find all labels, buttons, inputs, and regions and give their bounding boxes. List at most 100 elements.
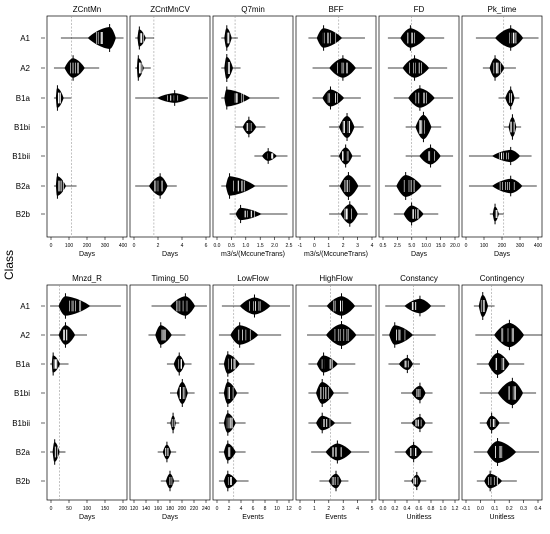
class-label-b2b: B2b xyxy=(16,477,31,486)
panel-q7min: Q7min 0.0 0.5 1.0 1.5 2.0 2.5m3/s/(MccuneTrans… xyxy=(212,5,294,258)
x-axis-label: Unitless xyxy=(490,514,515,521)
panel-title: Contingency xyxy=(480,274,524,283)
bean-a1 xyxy=(170,296,196,316)
bean-b1bi xyxy=(223,382,238,404)
bean-b1a xyxy=(408,88,435,108)
x-tick-label: 0 xyxy=(299,506,302,512)
bean-b2b xyxy=(340,204,358,224)
x-tick-label: 0.0 xyxy=(214,243,221,249)
x-tick-label: 2 xyxy=(228,506,231,512)
bean-b1bii xyxy=(491,149,521,163)
panel-frame xyxy=(212,15,294,238)
bean-b2a xyxy=(325,443,352,461)
class-label-a1: A1 xyxy=(20,34,30,43)
x-tick-label: 0.0 xyxy=(380,506,387,512)
x-tick-label: 20.0 xyxy=(450,243,460,249)
x-axis-label: Days xyxy=(162,514,178,521)
x-tick-label: 0.6 xyxy=(416,506,423,512)
bean-a2 xyxy=(230,325,259,345)
x-tick-label: 0 xyxy=(216,506,219,512)
x-tick-label: 0.8 xyxy=(428,506,435,512)
panel-title: Timing_50 xyxy=(151,274,189,283)
panel-lowflow: LowFlow 0 2 4 6 8 10 12 Events xyxy=(212,274,294,521)
x-tick-label: 5 xyxy=(371,506,374,512)
class-label-b2a: B2a xyxy=(16,448,31,457)
panel-frame xyxy=(461,284,543,501)
x-tick-label: 0.2 xyxy=(506,506,513,512)
bean-b1bi xyxy=(316,382,334,404)
x-tick-label: 0.0 xyxy=(477,506,484,512)
x-tick-label: 300 xyxy=(516,243,525,249)
x-tick-label: 0 xyxy=(50,506,53,512)
class-label-b2a: B2a xyxy=(16,182,31,191)
panel-fd: FD 0.5 2.5 5.0 10.0 15.0 20.0 Days xyxy=(378,5,460,258)
panel-frame xyxy=(129,284,211,501)
x-tick-label: 300 xyxy=(101,243,110,249)
panel-timing_50: Timing_50 120 140 160 180 200 220 240 Days xyxy=(129,274,211,521)
x-axis-label: Days xyxy=(79,514,95,521)
panel-title: FD xyxy=(414,5,425,14)
x-axis-label: Events xyxy=(242,514,264,521)
x-tick-label: 2 xyxy=(327,506,330,512)
class-label-a2: A2 xyxy=(20,331,30,340)
panel-constancy: Constancy 0.0 0.2 0.4 0.6 0.8 1.0 1.2 Unitless xyxy=(378,274,460,521)
x-tick-label: 400 xyxy=(534,243,543,249)
x-axis-label: Days xyxy=(162,251,178,258)
x-tick-label: 50 xyxy=(66,506,72,512)
panel-title: BFF xyxy=(328,5,343,14)
bean-b1a xyxy=(156,93,190,103)
x-tick-label: 400 xyxy=(119,243,128,249)
panel-title: HighFlow xyxy=(319,274,353,283)
x-tick-label: 10.0 xyxy=(421,243,431,249)
x-tick-label: 4 xyxy=(356,506,359,512)
x-tick-label: 15.0 xyxy=(436,243,446,249)
x-axis-label: Events xyxy=(325,514,347,521)
class-label-b1bii: B1bii xyxy=(12,152,30,161)
panel-title: LowFlow xyxy=(237,274,269,283)
panel-mnzd_r: Mnzd_R 0 50 100 150 200 Days xyxy=(46,274,127,521)
x-tick-label: 4 xyxy=(181,243,184,249)
panel-pk_time: Pk_time 0 100 200 300 400 Days xyxy=(461,5,543,258)
x-axis-label: Unitless xyxy=(407,514,432,521)
x-tick-label: 0.5 xyxy=(228,243,235,249)
x-tick-label: 0.4 xyxy=(404,506,411,512)
bean-b1a xyxy=(322,89,345,107)
panel-frame xyxy=(295,15,377,238)
x-tick-label: 0.2 xyxy=(392,506,399,512)
x-axis-label: m3/s/(MccuneTrans) xyxy=(221,251,285,258)
x-tick-label: 160 xyxy=(154,506,163,512)
x-axis-label: Days xyxy=(79,251,95,258)
x-tick-label: 1 xyxy=(327,243,330,249)
panel-highflow: HighFlow 0 1 2 3 4 5 Events xyxy=(295,274,377,521)
x-tick-label: 12 xyxy=(286,506,292,512)
panel-bff: BFF -1 0 1 2 3 4m3/s/(MccuneTrans) xyxy=(295,5,377,258)
x-tick-label: 200 xyxy=(498,243,507,249)
x-axis-label: Days xyxy=(411,251,427,258)
bean-b1bii xyxy=(486,415,500,431)
class-labels: A1 A2 B1a B1bi B1bii B2a B2b A1 A2 B1a B1bi B1bii B2… xyxy=(12,34,45,486)
panel-zcntmncv: ZCntMnCV 0 2 4 6 Days xyxy=(129,5,211,258)
x-tick-label: 150 xyxy=(101,506,110,512)
panel-frame xyxy=(295,284,377,501)
bean-b2b xyxy=(235,207,262,221)
bean-b1bii xyxy=(261,151,277,161)
x-tick-label: 200 xyxy=(178,506,187,512)
x-tick-label: 220 xyxy=(190,506,199,512)
x-tick-label: 2 xyxy=(342,243,345,249)
bean-b1a xyxy=(223,354,240,374)
bean-a2 xyxy=(402,58,430,78)
bean-b2b xyxy=(492,206,499,222)
class-label-b1a: B1a xyxy=(16,94,31,103)
panel-title: Constancy xyxy=(400,274,438,283)
panel-zcntmn: ZCntMn 0 100 200 300 400 Days xyxy=(46,5,128,258)
x-axis-label: m3/s/(MccuneTrans) xyxy=(304,251,368,258)
y-axis-label: Class xyxy=(2,250,16,280)
bean-a1 xyxy=(495,28,524,48)
bean-b1bii xyxy=(419,147,441,165)
bean-a2 xyxy=(489,58,505,78)
x-tick-label: 0.4 xyxy=(535,506,542,512)
x-tick-label: 0 xyxy=(50,243,53,249)
x-tick-label: 1.5 xyxy=(257,243,264,249)
panel-frame xyxy=(461,15,543,238)
